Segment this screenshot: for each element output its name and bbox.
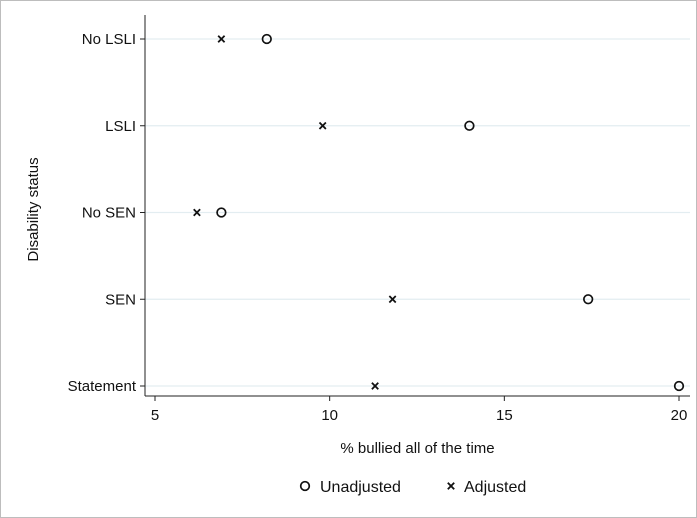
x-tick-label-5: 5 <box>151 407 159 424</box>
grid-lines <box>145 38 690 387</box>
point-unadjusted-no-lsli <box>261 33 272 45</box>
legend-label-adjusted: Adjusted <box>464 479 526 496</box>
legend: Unadjusted Adjusted <box>299 479 526 496</box>
y-tick-label-sen: SEN <box>105 291 136 308</box>
axes <box>144 15 690 397</box>
point-adjusted-no-sen <box>193 208 201 217</box>
point-unadjusted-statement <box>673 380 685 392</box>
point-unadjusted-no-sen <box>216 207 227 218</box>
y-tick-label-no-sen: No SEN <box>82 205 136 222</box>
point-unadjusted-sen <box>583 294 594 305</box>
legend-label-unadjusted: Unadjusted <box>320 479 401 496</box>
y-tick-labels: No LSLI LSLI No SEN SEN Statement <box>68 31 145 395</box>
x-tick-label-15: 15 <box>496 407 513 424</box>
y-tick-label-statement: Statement <box>68 378 137 395</box>
data-marks <box>193 33 685 392</box>
x-tick-label-20: 20 <box>671 407 688 424</box>
point-adjusted-no-lsli <box>217 35 226 43</box>
x-axis-title: % bullied all of the time <box>340 440 494 457</box>
legend-item-unadjusted: Unadjusted <box>299 479 401 496</box>
legend-x-marker <box>447 482 455 490</box>
y-axis-title: Disability status <box>25 157 42 261</box>
point-adjusted-statement <box>371 382 379 390</box>
y-tick-label-no-lsli: No LSLI <box>82 31 136 48</box>
point-unadjusted-lsli <box>464 120 475 131</box>
legend-item-adjusted: Adjusted <box>447 479 526 496</box>
x-tick-label-10: 10 <box>321 407 338 424</box>
x-tick-labels: 5 10 15 20 <box>151 396 688 424</box>
point-adjusted-sen <box>388 295 397 304</box>
y-tick-label-lsli: LSLI <box>105 118 136 135</box>
point-adjusted-lsli <box>318 121 327 130</box>
legend-circle-marker <box>299 480 311 492</box>
